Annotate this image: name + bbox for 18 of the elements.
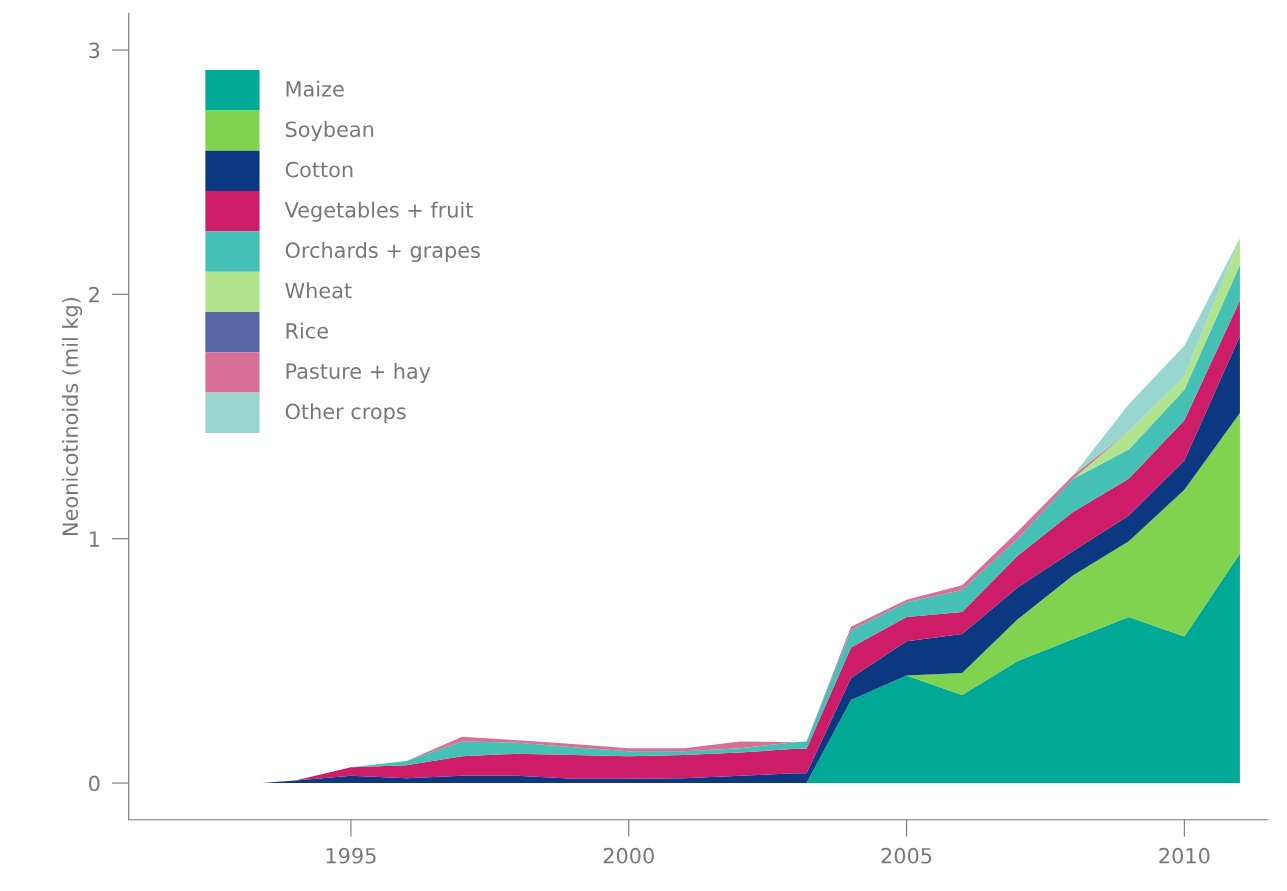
legend-label: Wheat: [285, 282, 352, 299]
legend-label: Soybean: [285, 121, 374, 142]
legend-label: Maize: [286, 80, 344, 97]
legend-label: Pasture + hay: [286, 362, 431, 384]
y-tick-label: 3: [89, 42, 100, 59]
legend-label: Rice: [286, 322, 328, 339]
y-tick-label: 0: [89, 775, 100, 792]
x-tick-label: 1995: [326, 847, 376, 864]
y-axis-title: Neonicotinoids (mil kg): [61, 297, 83, 535]
legend-label: Orchards + grapes: [285, 241, 480, 263]
x-tick-label: 2005: [881, 847, 932, 864]
legend-label: Other crops: [285, 403, 406, 424]
x-tick-label: 2000: [603, 847, 654, 864]
legend-label: Cotton: [285, 161, 353, 178]
y-tick-label: 2: [89, 286, 99, 303]
legend-label: Vegetables + fruit: [284, 201, 473, 222]
y-tick-label: 1: [89, 531, 99, 547]
x-tick-label: 2010: [1159, 847, 1210, 864]
